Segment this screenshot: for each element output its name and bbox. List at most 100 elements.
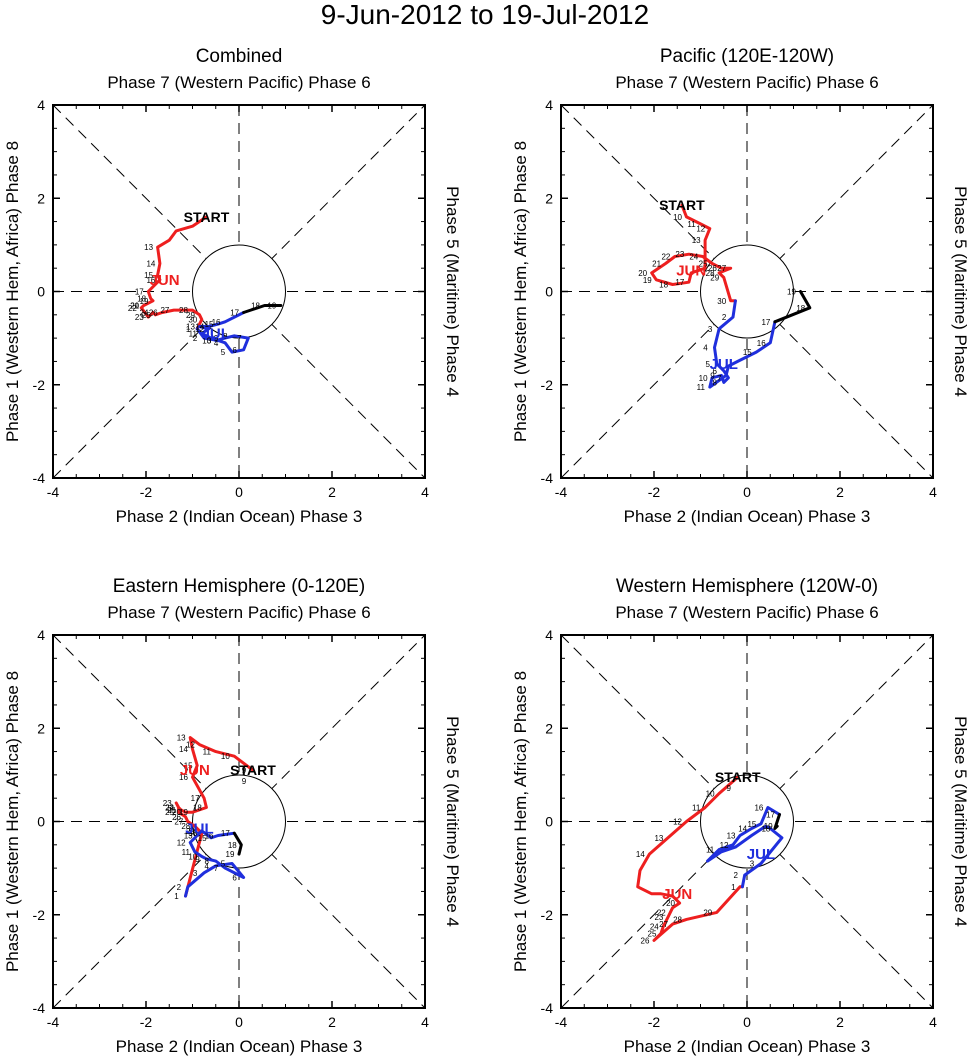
unit-circle <box>700 774 794 869</box>
june-day-label: 23 <box>135 313 144 322</box>
july-marker: JUL <box>747 846 775 863</box>
july-marker: JUL <box>710 356 738 373</box>
june-day-label: 18 <box>193 804 202 813</box>
june-day-label: 26 <box>149 308 158 317</box>
start-day-label: 9 <box>242 777 247 786</box>
july-trajectory <box>184 829 246 898</box>
bottom-phase-label: Phase 2 (Indian Ocean) Phase 3 <box>116 1037 363 1056</box>
diagonal-divider <box>52 104 426 479</box>
panel-western-hemisphere: Western Hemisphere (120W-0) Phase 7 (Wes… <box>511 576 970 1056</box>
july-day-label: 6 <box>232 873 237 882</box>
july-day-label: 4 <box>703 343 708 352</box>
june-day-label: 21 <box>652 260 661 269</box>
july-day-label: 14 <box>188 827 197 836</box>
june-day-label: 10 <box>221 752 230 761</box>
june-day-label: 22 <box>165 804 174 813</box>
plot-area: -4 -2 0 2 4-4-202410111213142022232425262728… <box>541 627 938 1030</box>
start-day-label: 9 <box>726 784 731 793</box>
june-day-label: 20 <box>130 301 139 310</box>
x-tick-label: -4 <box>47 484 60 500</box>
june-day-label: 12 <box>696 225 705 234</box>
july-day-label: 2 <box>722 313 727 322</box>
july-day-label: 16 <box>757 339 766 348</box>
july-day-label: 10 <box>188 852 197 861</box>
y-tick-label: 0 <box>545 814 553 830</box>
july-day-label: 19 <box>267 301 276 310</box>
july-day-label: 11 <box>706 845 715 854</box>
july-day-label: 13 <box>727 831 736 840</box>
june-day-label: 22 <box>128 304 137 313</box>
y-tick-label: -2 <box>33 907 46 923</box>
june-day-label: 16 <box>146 276 155 285</box>
july-day-label: 18 <box>761 824 770 833</box>
x-tick-label: 0 <box>235 1014 243 1030</box>
june-day-label: 10 <box>673 213 682 222</box>
end-trajectory <box>232 831 243 856</box>
x-tick-label: -4 <box>47 1014 60 1030</box>
july-day-label: 14 <box>195 322 204 331</box>
end-trajectory <box>773 290 812 324</box>
july-day-label: 5 <box>221 348 226 357</box>
panel-title: Western Hemisphere (120W-0) <box>616 576 878 597</box>
june-day-label: 18 <box>659 281 668 290</box>
unit-circle <box>700 244 794 339</box>
x-tick-label: 0 <box>743 1014 751 1030</box>
june-day-label: 25 <box>165 808 174 817</box>
july-day-label: 18 <box>796 304 805 313</box>
top-phase-label: Phase 7 (Western Pacific) Phase 6 <box>615 73 878 92</box>
june-day-label: 29 <box>186 311 195 320</box>
x-tick-label: 4 <box>929 484 937 500</box>
panel-title: Eastern Hemisphere (0-120E) <box>113 576 365 597</box>
july-day-label: 7 <box>237 334 242 343</box>
july-day-label: 8 <box>205 857 210 866</box>
june-day-label: 29 <box>186 827 195 836</box>
figure-title: 9-Jun-2012 to 19-Jul-2012 <box>321 0 649 30</box>
x-tick-label: 2 <box>328 1014 336 1030</box>
june-marker: JUN <box>676 263 706 280</box>
june-day-label: 15 <box>184 762 193 771</box>
june-day-label: 19 <box>643 276 652 285</box>
june-day-label: 19 <box>140 297 149 306</box>
x-tick-label: -2 <box>140 484 153 500</box>
july-day-label: 18 <box>251 301 260 310</box>
june-day-label: 25 <box>142 311 151 320</box>
july-day-label: 6 <box>232 346 237 355</box>
june-day-label: 14 <box>146 260 155 269</box>
y-tick-label: 4 <box>545 627 553 643</box>
june-day-label: 26 <box>708 264 717 273</box>
y-tick-label: 2 <box>545 720 553 736</box>
june-day-label: 26 <box>172 813 181 822</box>
june-day-label: 10 <box>706 790 715 799</box>
diagonal-divider <box>560 104 934 479</box>
june-day-label: 11 <box>687 220 696 229</box>
june-day-label: 21 <box>167 806 176 815</box>
july-day-label: 3 <box>207 336 212 345</box>
right-phase-label: Phase 5 (Maritime) Phase 4 <box>443 716 462 927</box>
june-day-label: 27 <box>174 818 183 827</box>
june-trajectory <box>650 203 737 303</box>
july-day-label: 10 <box>202 336 211 345</box>
june-marker: JUN <box>150 272 180 289</box>
diagonal-divider <box>560 634 934 1009</box>
top-phase-label: Phase 7 (Western Pacific) Phase 6 <box>107 73 370 92</box>
july-day-label: 5 <box>706 360 711 369</box>
july-day-label: 7 <box>214 864 219 873</box>
y-tick-label: -4 <box>33 470 46 486</box>
july-day-label: 10 <box>699 374 708 383</box>
diagonal-divider <box>560 634 934 1009</box>
july-day-label: 2 <box>177 883 182 892</box>
diagonal-divider <box>52 634 426 1009</box>
july-day-label: 3 <box>193 869 198 878</box>
june-day-label: 20 <box>638 269 647 278</box>
july-day-label: 17 <box>221 829 230 838</box>
start-marker: START <box>659 197 705 213</box>
start-marker: START <box>715 769 761 785</box>
july-day-label: 8 <box>713 378 718 387</box>
x-tick-label: 2 <box>836 484 844 500</box>
july-day-label: 9 <box>710 371 715 380</box>
july-marker: JUL <box>202 325 230 342</box>
bottom-phase-label: Phase 2 (Indian Ocean) Phase 3 <box>116 507 363 526</box>
x-tick-label: 4 <box>421 1014 429 1030</box>
july-trajectory <box>708 299 777 389</box>
